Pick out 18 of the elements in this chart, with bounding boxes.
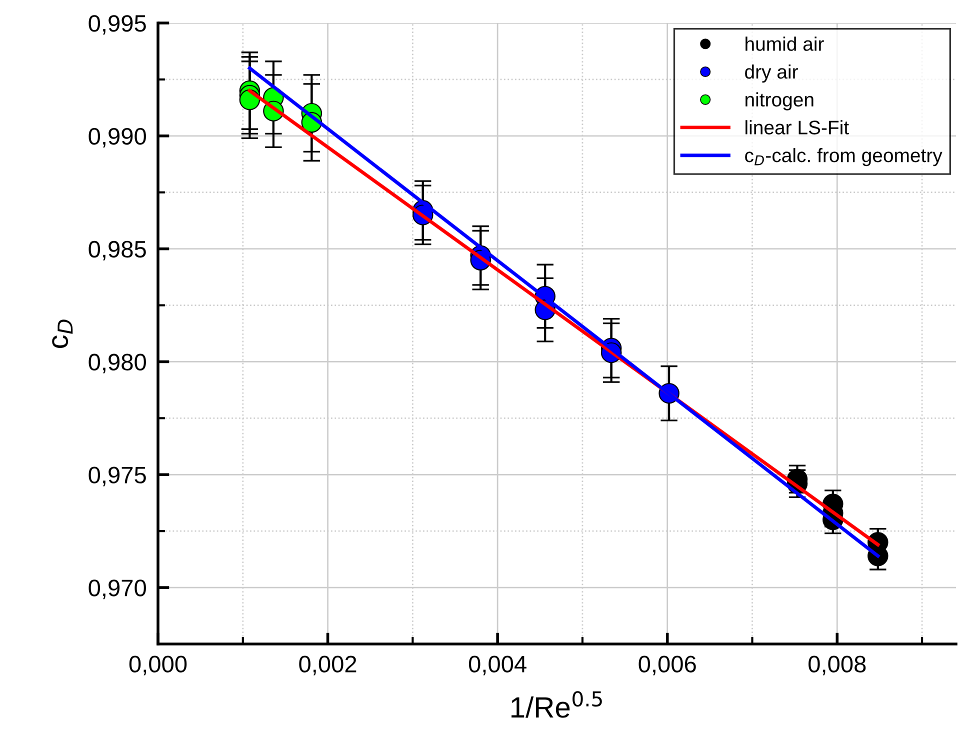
x-tick-label: 0,000 — [129, 656, 187, 676]
x-axis-title: 1/Re$^{0.5}$ — [512, 691, 602, 718]
legend-label: c$_{D}$-calc. from geometry — [745, 148, 942, 166]
y-axis-title: c$_{D}$ — [52, 320, 73, 348]
legend-label: humid air — [746, 36, 824, 51]
legend-label: linear LS-Fit — [746, 120, 849, 134]
x-tick-label: 0,002 — [299, 656, 356, 676]
legend-label: nitrogen — [746, 92, 814, 110]
legend-label: dry air — [745, 64, 798, 83]
x-tick-label: 0,004 — [468, 656, 526, 676]
x-tick-label: 0,006 — [638, 656, 696, 676]
y-tick-label: 0,980 — [88, 354, 146, 374]
y-tick-label: 0,995 — [88, 15, 146, 35]
y-tick-label: 0,975 — [88, 466, 146, 486]
y-tick-label: 0,985 — [88, 240, 146, 260]
y-tick-label: 0,970 — [88, 580, 146, 600]
x-tick-label: 0,008 — [808, 656, 866, 676]
y-tick-label: 0,990 — [88, 128, 146, 148]
